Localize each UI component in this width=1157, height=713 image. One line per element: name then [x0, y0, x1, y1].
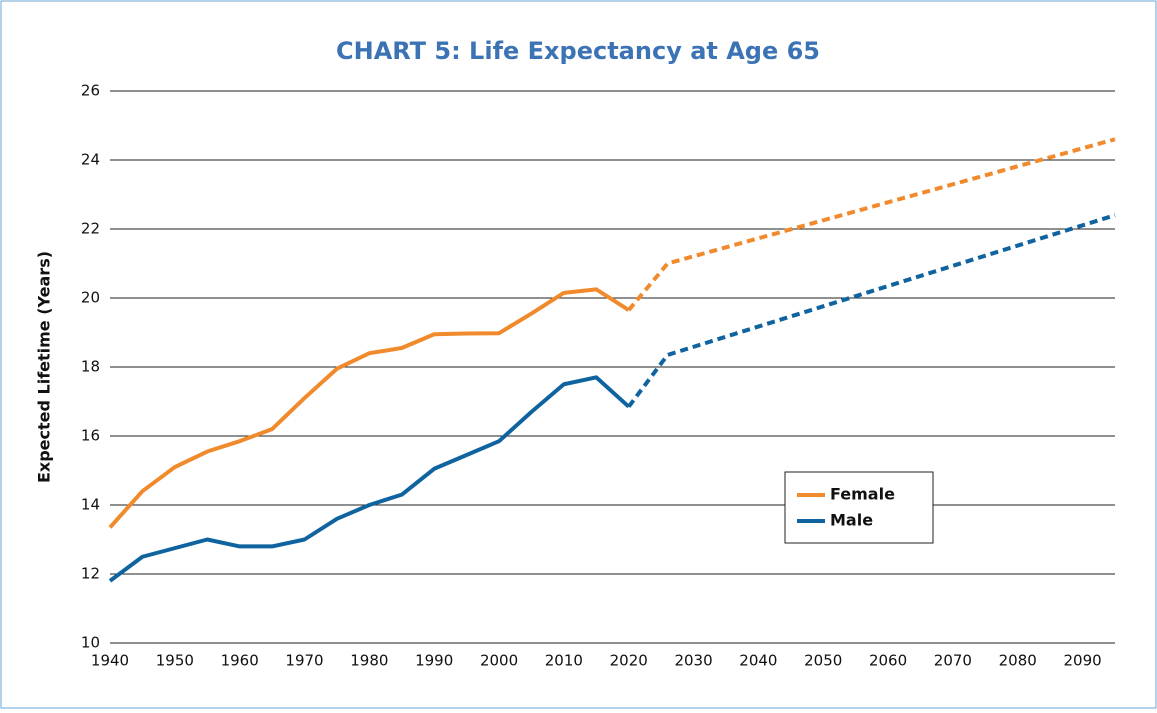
series-line [108, 287, 630, 529]
x-tick-label: 1980 [350, 652, 388, 670]
x-tick-label: 2090 [1063, 652, 1101, 670]
y-axis-label: Expected Lifetime (Years) [35, 251, 54, 483]
legend-box [784, 471, 934, 544]
legend-label: Female [830, 485, 895, 504]
y-tick-label: 22 [81, 220, 100, 238]
y-tick-label: 10 [81, 634, 100, 652]
y-tick-label: 18 [81, 358, 100, 376]
x-tick-label: 1940 [91, 652, 129, 670]
x-tick-label: 1990 [415, 652, 453, 670]
y-tick-label: 24 [81, 151, 100, 169]
y-tick-label: 16 [81, 427, 100, 445]
x-tick-label: 2040 [739, 652, 777, 670]
x-tick-label: 2030 [674, 652, 712, 670]
x-tick-label: 2000 [480, 652, 518, 670]
y-tick-label: 14 [81, 496, 100, 514]
y-tick-label: 12 [81, 565, 100, 583]
x-tick-label: 1960 [221, 652, 259, 670]
x-tick-label: 1950 [156, 652, 194, 670]
x-tick-label: 1970 [285, 652, 323, 670]
x-tick-label: 2020 [610, 652, 648, 670]
series-line [108, 375, 631, 583]
x-tick-label: 2060 [869, 652, 907, 670]
projection-line [627, 137, 1116, 312]
x-tick-label: 2070 [934, 652, 972, 670]
x-tick-label: 2010 [545, 652, 583, 670]
x-tick-label: 2050 [804, 652, 842, 670]
chart-title: CHART 5: Life Expectancy at Age 65 [336, 37, 820, 65]
x-tick-label: 2080 [999, 652, 1037, 670]
y-tick-label: 20 [81, 289, 100, 307]
y-tick-label: 26 [81, 82, 100, 100]
legend-label: Male [830, 511, 873, 530]
projection-line [627, 213, 1116, 408]
